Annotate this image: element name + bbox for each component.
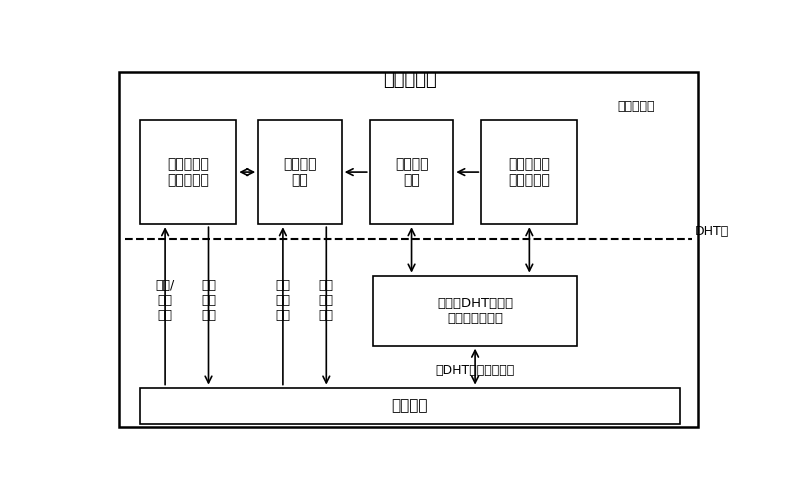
Text: 叠加式DHT结构的
建立与维护模块: 叠加式DHT结构的 建立与维护模块 <box>437 297 513 325</box>
FancyBboxPatch shape <box>140 387 680 423</box>
FancyBboxPatch shape <box>373 276 578 346</box>
Text: 映射记录信
息存储模块: 映射记录信 息存储模块 <box>167 157 210 187</box>
FancyBboxPatch shape <box>118 72 698 427</box>
Text: 寻址服务器: 寻址服务器 <box>383 71 437 89</box>
Text: 查找
服务
请求: 查找 服务 请求 <box>275 279 290 322</box>
Text: 处理
结果
回复: 处理 结果 回复 <box>201 279 216 322</box>
FancyBboxPatch shape <box>482 120 578 224</box>
Text: 与DHT相关的数据包: 与DHT相关的数据包 <box>435 364 514 377</box>
Text: DHT层: DHT层 <box>695 225 730 239</box>
FancyBboxPatch shape <box>258 120 342 224</box>
Text: 节点加入退
出处理模块: 节点加入退 出处理模块 <box>509 157 550 187</box>
Text: 路由查找
模块: 路由查找 模块 <box>283 157 317 187</box>
FancyBboxPatch shape <box>140 120 237 224</box>
Text: 查找
结果
回复: 查找 结果 回复 <box>318 279 334 322</box>
Text: 信息维护
模块: 信息维护 模块 <box>394 157 428 187</box>
Text: 底层网络: 底层网络 <box>392 398 428 413</box>
Text: 服务处理层: 服务处理层 <box>618 100 655 113</box>
Text: 注册/
更新
请求: 注册/ 更新 请求 <box>155 279 174 322</box>
FancyBboxPatch shape <box>370 120 454 224</box>
